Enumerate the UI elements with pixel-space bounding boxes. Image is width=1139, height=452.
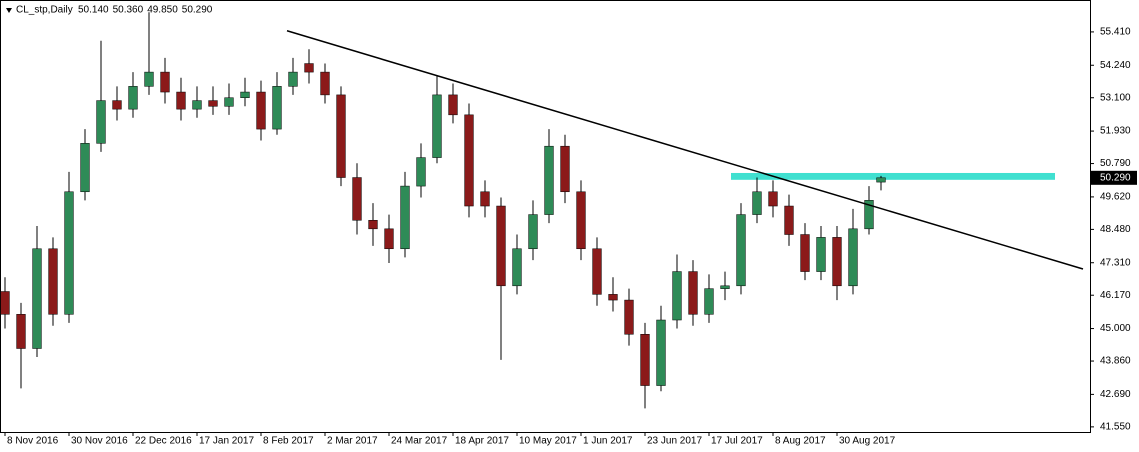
candle-body [64,191,74,315]
x-tick-label: 17 Jul 2017 [711,436,763,447]
candle-body [448,94,458,116]
candle-body [368,220,378,230]
header-value: 50.140 [78,5,109,16]
candle-body [96,100,106,144]
x-tick-label: 30 Nov 2016 [71,436,128,447]
resistance-zone [731,172,1055,180]
x-tick-label: 8 Aug 2017 [775,436,826,447]
last-price-label: 50.290 [1100,172,1131,183]
candle-body [876,177,886,183]
candle-body [576,191,586,250]
candle-body [400,185,410,250]
candle-body [112,100,122,110]
header-value: 49.850 [147,5,178,16]
symbol-label: CL_stp,Daily [16,5,73,16]
candle-body [16,314,26,349]
y-tick-label: 54.240 [1100,60,1131,71]
candle-body [544,145,554,215]
menu-arrow [6,8,12,13]
x-tick-label: 22 Dec 2016 [135,436,192,447]
candle-body [128,86,138,110]
y-tick-label: 53.100 [1100,92,1131,103]
y-tick-label: 55.410 [1100,27,1131,38]
candle-body [592,248,602,295]
candle-body [528,214,538,250]
candle-body [256,91,266,130]
x-tick-label: 8 Nov 2016 [7,436,59,447]
candle-body [48,248,58,315]
candle-body [160,71,170,93]
y-tick-label: 47.310 [1100,257,1131,268]
candle-body [320,71,330,96]
candle-body [736,214,746,287]
trendline [286,30,1084,270]
plot-frame [0,0,1091,433]
x-tick-label: 1 Jun 2017 [583,436,633,447]
candle-body [336,94,346,178]
candle-body [32,248,42,349]
header-value: 50.360 [113,5,144,16]
y-tick-label: 42.690 [1100,389,1131,400]
candle-body [224,97,234,107]
candle-body [752,191,762,215]
x-tick-label: 18 Apr 2017 [455,436,509,447]
candle-body [288,71,298,87]
candle-body [352,177,362,221]
candle-body [816,237,826,272]
candle-body [240,91,250,98]
x-tick-label: 2 Mar 2017 [327,436,378,447]
candle-body [784,205,794,235]
candle-body [192,100,202,110]
candle-body [432,94,442,158]
x-tick-label: 17 Jan 2017 [199,436,254,447]
x-tick-label: 23 Jun 2017 [647,436,702,447]
candle-body [672,271,682,321]
candle-body [864,200,874,230]
candle-body [416,157,426,187]
y-tick-label: 51.930 [1100,126,1131,137]
candle-body [464,114,474,207]
candle-body [848,228,858,287]
candle-body [208,100,218,107]
candle-body [800,234,810,272]
candle-body [384,228,394,250]
candle-body [144,71,154,87]
y-tick-label: 50.790 [1100,158,1131,169]
x-tick-label: 10 May 2017 [519,436,577,447]
candle-body [832,237,842,287]
y-tick-label: 48.480 [1100,224,1131,235]
candle-body [688,271,698,315]
candle-body [80,143,90,193]
candle-body [624,299,634,335]
candle-body [608,294,618,301]
x-tick-label: 30 Aug 2017 [839,436,896,447]
y-tick-label: 41.550 [1100,422,1131,433]
candle-body [560,145,570,193]
candle-body [720,285,730,289]
y-tick-label: 45.000 [1100,323,1131,334]
x-tick-label: 8 Feb 2017 [263,436,314,447]
candle-body [176,91,186,110]
candle-body [704,288,714,315]
header-value: 50.290 [182,5,213,16]
candle-body [304,63,314,73]
y-tick-label: 46.170 [1100,290,1131,301]
candle-body [0,291,10,315]
y-tick-label: 43.860 [1100,356,1131,367]
candle-body [768,191,778,207]
candle-body [272,86,282,130]
last-price-box [1091,170,1137,185]
candle-body [496,205,506,287]
y-tick-label: 49.620 [1100,192,1131,203]
x-tick-label: 24 Mar 2017 [391,436,448,447]
candle-body [656,319,666,386]
candle-body [512,248,522,287]
candle-body [480,191,490,207]
candle-body [640,334,650,386]
